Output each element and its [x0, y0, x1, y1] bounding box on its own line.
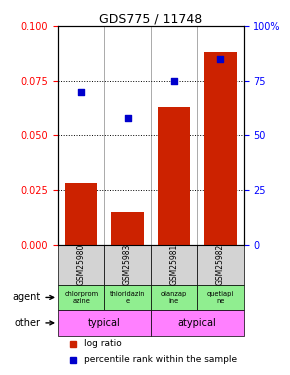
Bar: [158, 107, 190, 244]
Bar: [151, 310, 244, 336]
Text: GSM25982: GSM25982: [216, 244, 225, 285]
Text: GSM25981: GSM25981: [169, 244, 179, 285]
Text: olanzap
ine: olanzap ine: [161, 291, 187, 304]
Title: GDS775 / 11748: GDS775 / 11748: [99, 12, 202, 25]
Bar: [58, 285, 104, 310]
Text: thioridazin
e: thioridazin e: [110, 291, 145, 304]
Point: [125, 115, 130, 121]
Text: atypical: atypical: [178, 318, 217, 328]
Bar: [58, 310, 151, 336]
Bar: [111, 212, 144, 244]
Bar: [104, 244, 151, 285]
Bar: [204, 53, 237, 244]
Bar: [151, 285, 197, 310]
Bar: [197, 244, 244, 285]
Point: [79, 89, 84, 95]
Text: typical: typical: [88, 318, 121, 328]
Point: [172, 78, 176, 84]
Point: [218, 56, 223, 62]
Text: agent: agent: [12, 292, 54, 302]
Text: percentile rank within the sample: percentile rank within the sample: [84, 355, 237, 364]
Bar: [197, 285, 244, 310]
Bar: [58, 244, 104, 285]
Text: log ratio: log ratio: [84, 339, 122, 348]
Text: chlorprom
azine: chlorprom azine: [64, 291, 98, 304]
Text: GSM25980: GSM25980: [77, 244, 86, 285]
Text: other: other: [14, 318, 54, 328]
Text: quetiapi
ne: quetiapi ne: [207, 291, 234, 304]
Bar: [65, 183, 97, 244]
Text: GSM25983: GSM25983: [123, 244, 132, 285]
Bar: [151, 244, 197, 285]
Bar: [104, 285, 151, 310]
